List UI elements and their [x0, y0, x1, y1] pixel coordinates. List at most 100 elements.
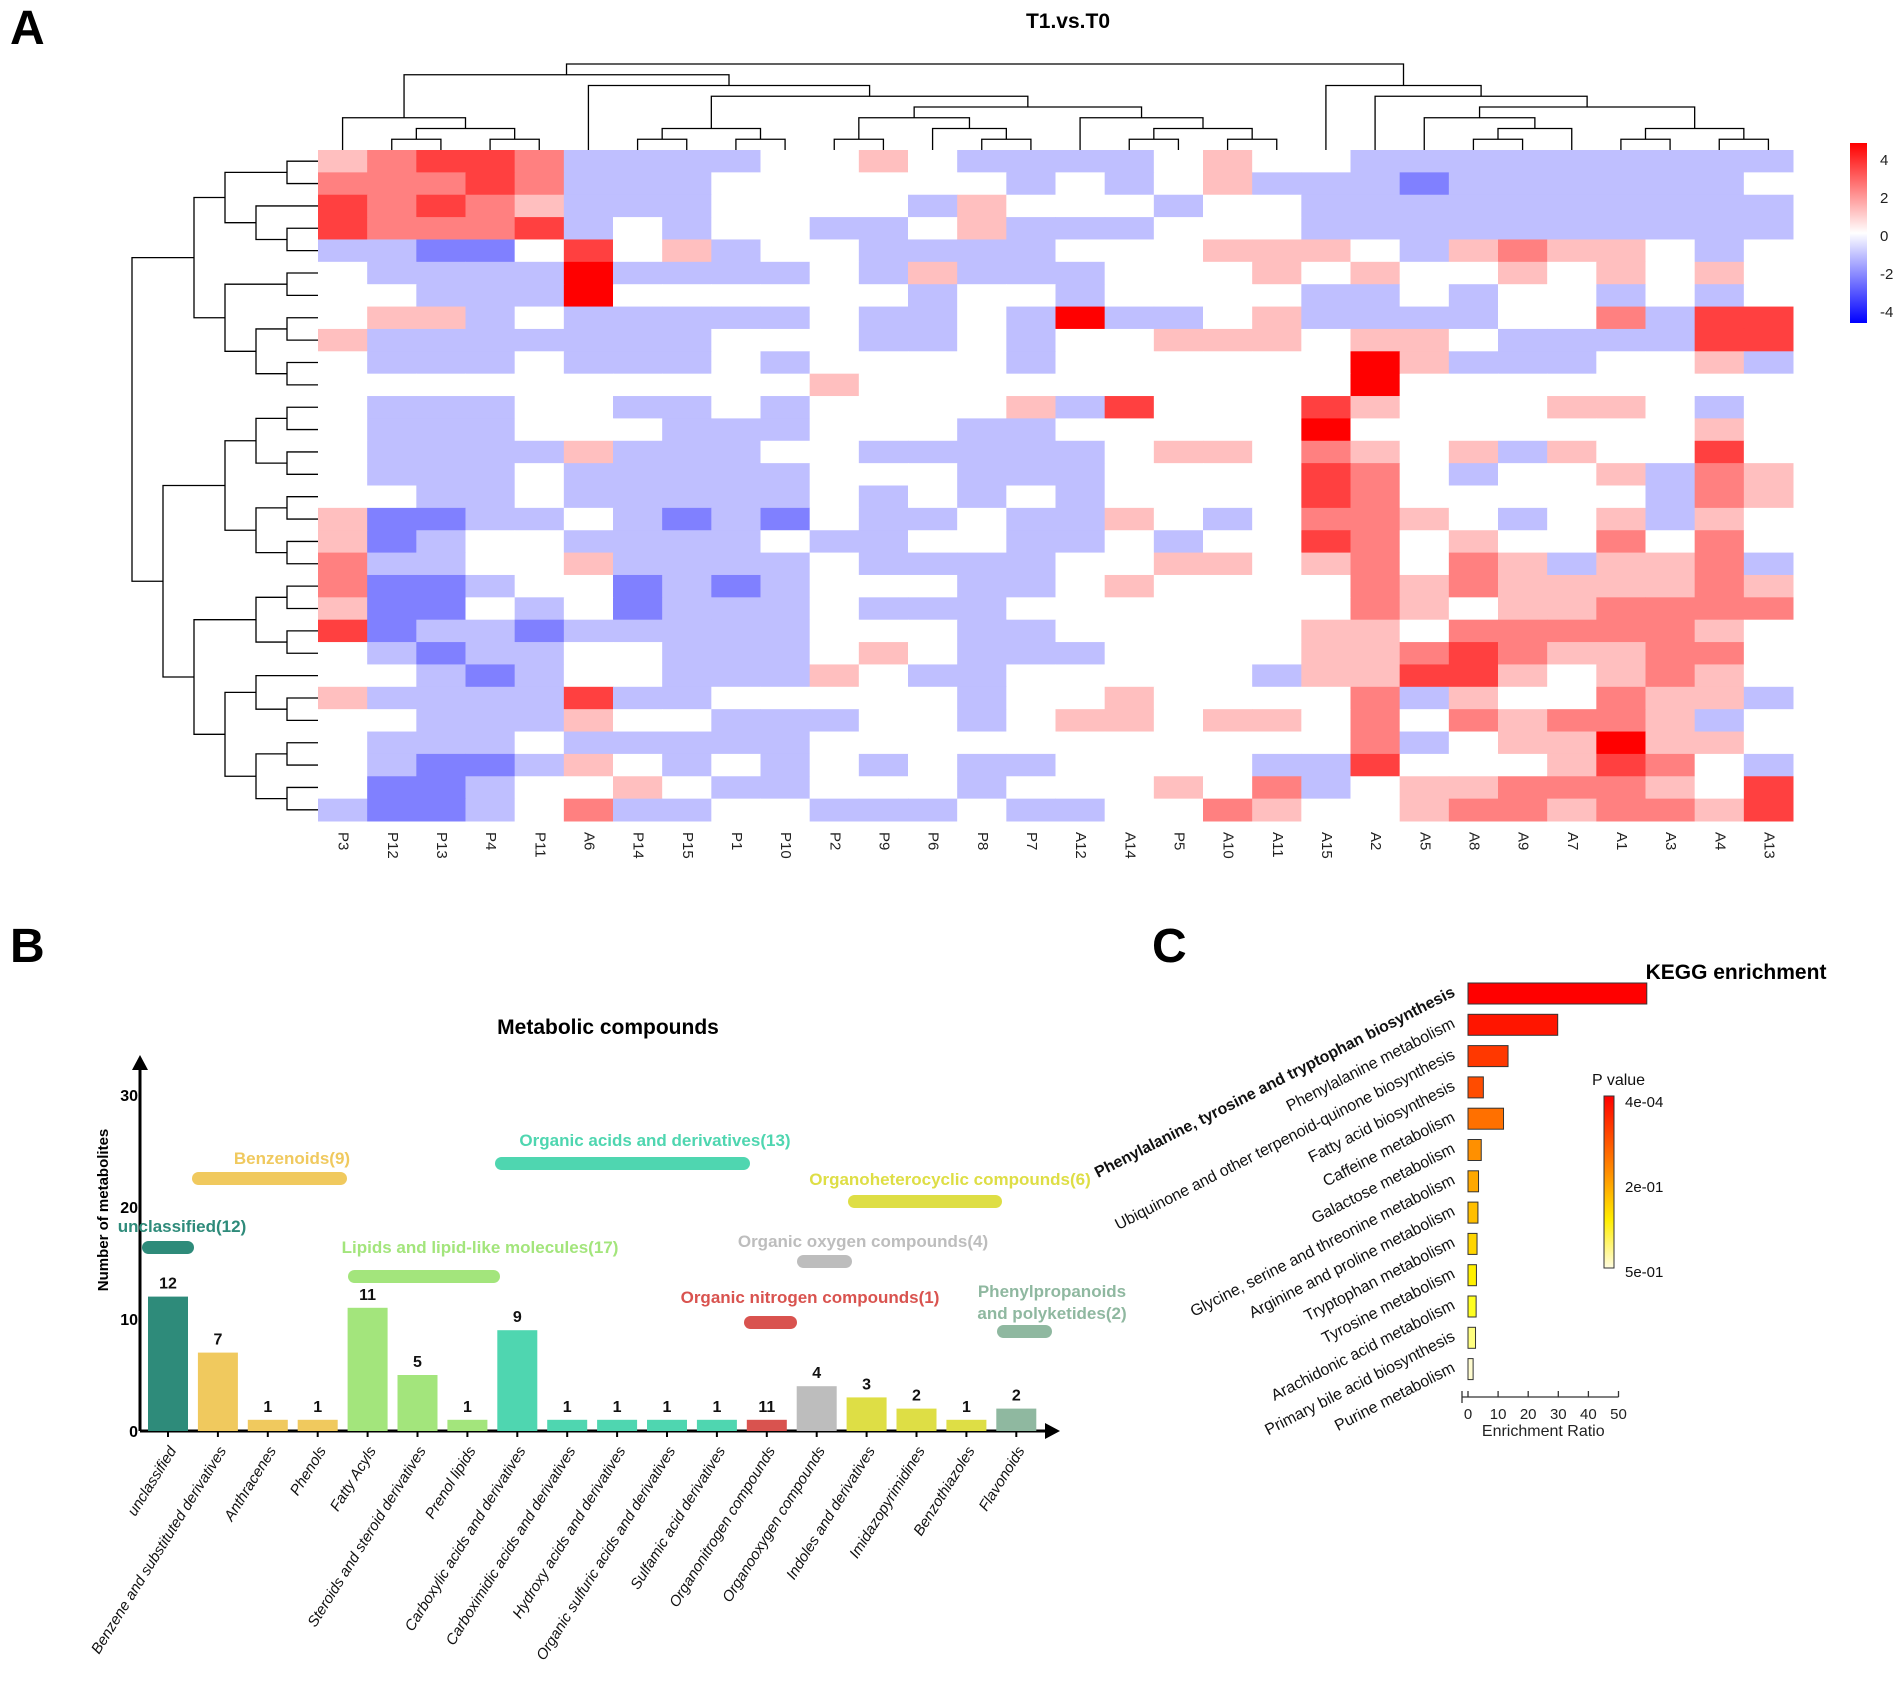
- heatmap-cell: [1350, 552, 1401, 576]
- bar-value-label: 11: [359, 1287, 376, 1304]
- heatmap-cell: [416, 485, 466, 509]
- heatmap-cell: [1104, 507, 1155, 531]
- heatmap-cell: [1301, 306, 1351, 330]
- heatmap-cell: [1104, 619, 1155, 643]
- heatmap-cell: [1399, 150, 1450, 173]
- heatmap-cell: [858, 239, 909, 263]
- heatmap-cell: [1055, 619, 1106, 643]
- heatmap-cell: [1448, 731, 1499, 755]
- heatmap-column-label: P14: [630, 832, 647, 859]
- heatmap-cell: [1498, 172, 1548, 196]
- heatmap-cell: [613, 351, 663, 375]
- heatmap-cell: [1104, 373, 1155, 397]
- heatmap-cell: [1743, 306, 1794, 330]
- heatmap-cell: [1547, 150, 1597, 173]
- heatmap-cell: [563, 239, 614, 263]
- heatmap-cell: [711, 642, 761, 665]
- heatmap-cell: [1645, 552, 1696, 576]
- dendrogram-branch: [286, 697, 318, 721]
- heatmap-cell: [1399, 284, 1450, 308]
- heatmap-cell: [1743, 664, 1794, 688]
- heatmap-cell: [760, 753, 811, 777]
- heatmap-cell: [1596, 328, 1646, 352]
- heatmap-cell: [1448, 306, 1499, 330]
- heatmap-cell: [465, 351, 516, 375]
- heatmap-cell: [1547, 306, 1597, 330]
- x-tick-label: Flavonoids: [976, 1443, 1029, 1514]
- heatmap-cell: [1399, 798, 1450, 822]
- kegg-bar: [1467, 1232, 1478, 1255]
- heatmap-cell: [1350, 418, 1401, 442]
- heatmap-cell: [514, 306, 565, 330]
- heatmap-column-label: P1: [728, 832, 745, 850]
- heatmap-cell: [367, 351, 417, 375]
- heatmap-cell: [711, 440, 761, 464]
- heatmap-cell: [1203, 463, 1253, 486]
- heatmap-cell: [1104, 351, 1155, 375]
- heatmap-cell: [1203, 597, 1253, 621]
- heatmap-cell: [465, 328, 516, 352]
- heatmap-cell: [662, 507, 712, 531]
- dendrogram-branch: [286, 227, 318, 252]
- heatmap-cell: [1399, 642, 1450, 665]
- heatmap-cell: [760, 284, 811, 308]
- heatmap-cell: [662, 753, 712, 777]
- heatmap-cell: [367, 753, 417, 777]
- heatmap-cell: [809, 776, 860, 800]
- heatmap-cell: [367, 150, 417, 173]
- heatmap-cell: [318, 753, 368, 777]
- heatmap-cell: [1694, 597, 1745, 621]
- heatmap-column-label: A5: [1416, 832, 1433, 850]
- heatmap-cell: [318, 194, 368, 218]
- heatmap-cell: [1743, 642, 1794, 665]
- heatmap-cell: [1301, 530, 1351, 554]
- heatmap-cell: [367, 664, 417, 688]
- heatmap-cell: [1645, 597, 1696, 621]
- heatmap-cell: [1694, 731, 1745, 755]
- heatmap-cell: [957, 485, 1007, 509]
- heatmap-cell: [957, 306, 1007, 330]
- heatmap-cell: [662, 463, 712, 486]
- heatmap-cell: [465, 217, 516, 240]
- y-tick-label: 0: [129, 1424, 138, 1441]
- heatmap-cell: [563, 463, 614, 486]
- heatmap-cell: [465, 507, 516, 531]
- heatmap-cell: [1498, 150, 1548, 173]
- dendrogram-branch: [1153, 127, 1253, 140]
- heatmap-cell: [662, 373, 712, 397]
- bar-value-label: 1: [613, 1399, 622, 1416]
- heatmap-cell: [1498, 664, 1548, 688]
- heatmap-cell: [1350, 753, 1401, 777]
- dendrogram-branch: [286, 451, 318, 475]
- heatmap-cell: [514, 530, 565, 554]
- heatmap-cell: [1743, 284, 1794, 308]
- heatmap-cell: [957, 463, 1007, 486]
- heatmap-cell: [318, 328, 368, 352]
- heatmap-cell: [858, 642, 909, 665]
- heatmap-cell: [1055, 261, 1106, 285]
- heatmap-cell: [1498, 686, 1548, 710]
- heatmap-cell: [1596, 261, 1646, 285]
- y-tick-label: 10: [120, 1312, 138, 1329]
- heatmap-cell: [367, 396, 417, 419]
- colorbar-tick-label: 4: [1880, 152, 1888, 169]
- heatmap-cell: [465, 552, 516, 576]
- heatmap-cell: [367, 485, 417, 509]
- kegg-bar: [1467, 1264, 1477, 1287]
- heatmap-cell: [1743, 150, 1794, 173]
- heatmap-cell: [1203, 552, 1253, 576]
- y-axis-label: Number of metabolites: [95, 1129, 112, 1292]
- heatmap-cell: [1055, 396, 1106, 419]
- heatmap-cell: [908, 597, 958, 621]
- heatmap-cell: [1645, 463, 1696, 486]
- heatmap-cell: [514, 485, 565, 509]
- heatmap-cell: [1645, 440, 1696, 464]
- heatmap-cell: [1547, 396, 1597, 419]
- heatmap-cell: [711, 396, 761, 419]
- heatmap-cell: [1252, 373, 1302, 397]
- heatmap-cell: [1645, 239, 1696, 263]
- heatmap-cell: [1252, 485, 1302, 509]
- heatmap-cell: [1301, 798, 1351, 822]
- heatmap-cell: [1694, 440, 1745, 464]
- heatmap-cell: [1399, 597, 1450, 621]
